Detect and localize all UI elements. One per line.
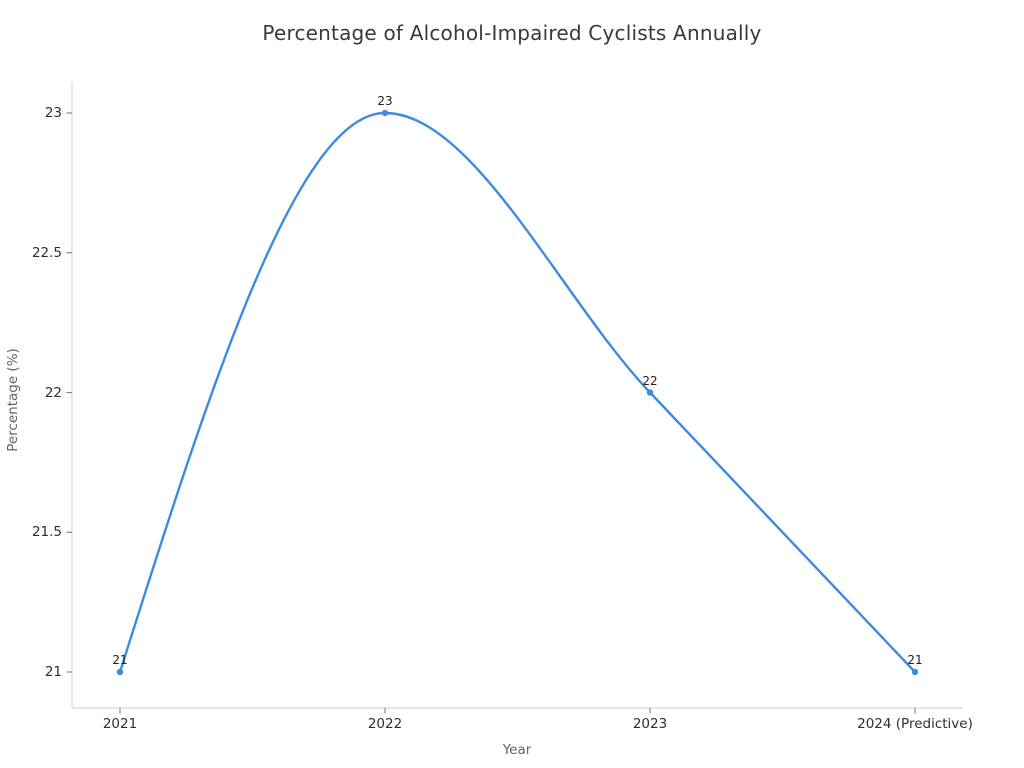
chart-title: Percentage of Alcohol-Impaired Cyclists … bbox=[262, 21, 762, 45]
x-axis-title: Year bbox=[502, 742, 532, 758]
data-point-marker bbox=[911, 668, 919, 676]
y-axis-title: Percentage (%) bbox=[5, 348, 21, 452]
data-point-marker bbox=[381, 109, 389, 117]
data-point-marker bbox=[646, 389, 654, 396]
series-line bbox=[118, 111, 917, 674]
data-point-marker bbox=[116, 668, 124, 676]
